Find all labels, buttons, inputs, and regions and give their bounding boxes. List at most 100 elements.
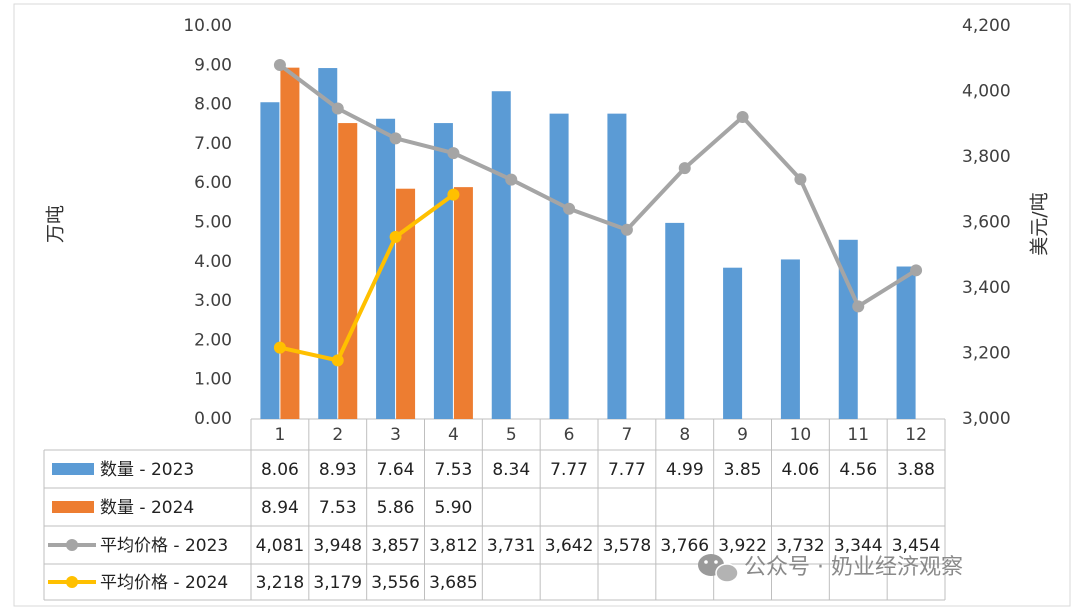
bar-2023 bbox=[433, 123, 453, 420]
point-price-2023 bbox=[505, 173, 518, 186]
point-price-2023 bbox=[620, 223, 633, 236]
line-price-2023 bbox=[277, 62, 919, 309]
table-cell-value: 8.34 bbox=[492, 460, 530, 480]
table-cell-value: 3,857 bbox=[371, 536, 420, 556]
legend-swatch-marker bbox=[66, 576, 78, 588]
point-price-2023 bbox=[447, 147, 460, 160]
y-left-tick-label: 7.00 bbox=[194, 134, 232, 154]
table-cell-value: 4.56 bbox=[839, 460, 877, 480]
point-price-2024 bbox=[331, 354, 344, 367]
table-cell-value: 3,556 bbox=[371, 573, 420, 593]
bar-2023 bbox=[318, 68, 338, 420]
y-right-tick-label: 3,000 bbox=[962, 409, 1011, 429]
table-cell-value: 3,179 bbox=[313, 573, 362, 593]
bar-2024 bbox=[280, 67, 300, 420]
x-axis-categories: 1 2 3 4 5 6 7 8 9 10 11 12 bbox=[275, 425, 927, 445]
point-price-2023 bbox=[678, 162, 691, 175]
point-price-2023 bbox=[331, 102, 344, 115]
legend-swatch bbox=[52, 501, 94, 513]
line-series bbox=[273, 58, 923, 367]
table-cell-value: 8.93 bbox=[319, 460, 357, 480]
x-category-label: 11 bbox=[847, 425, 869, 445]
legend-label: 平均价格 - 2023 bbox=[100, 536, 228, 556]
table-cell-value: 7.53 bbox=[319, 498, 357, 518]
table-cell-value: 3,732 bbox=[776, 536, 825, 556]
table-cell-value: 3,948 bbox=[313, 536, 362, 556]
table-cell-value: 3.85 bbox=[724, 460, 762, 480]
x-category-label: 7 bbox=[622, 425, 633, 445]
point-price-2023 bbox=[852, 300, 865, 313]
wechat-icon bbox=[698, 554, 739, 583]
y-right-tick-label: 4,200 bbox=[962, 16, 1011, 36]
y-right-tick-label: 4,000 bbox=[962, 82, 1011, 102]
y-left-tick-label: 5.00 bbox=[194, 213, 232, 233]
x-category-label: 2 bbox=[332, 425, 343, 445]
bar-2024 bbox=[338, 123, 358, 420]
data-table: 数量 - 2023 8.06 8.93 7.64 7.53 8.34 7.77 7.77 4.9… bbox=[48, 460, 940, 593]
y-left-tick-label: 2.00 bbox=[194, 330, 232, 350]
y-axis-right-title: 美元/吨 bbox=[1029, 192, 1051, 255]
table-cell-value: 3,685 bbox=[429, 573, 478, 593]
table-cell-value: 3,454 bbox=[892, 536, 941, 556]
table-cell-value: 3,642 bbox=[545, 536, 594, 556]
y-right-tick-label: 3,800 bbox=[962, 147, 1011, 167]
y-left-tick-label: 3.00 bbox=[194, 291, 232, 311]
point-price-2023 bbox=[794, 173, 807, 186]
table-cell-value: 7.64 bbox=[377, 460, 415, 480]
table-cell-value: 4,081 bbox=[256, 536, 305, 556]
bar-2023 bbox=[607, 113, 627, 419]
x-category-label: 1 bbox=[275, 425, 286, 445]
legend-swatch bbox=[52, 463, 94, 475]
line-price-2024 bbox=[277, 192, 456, 363]
x-category-label: 8 bbox=[679, 425, 690, 445]
x-category-label: 12 bbox=[905, 425, 927, 445]
point-price-2023 bbox=[563, 202, 576, 215]
table-cell-value: 4.06 bbox=[781, 460, 819, 480]
x-category-label: 5 bbox=[506, 425, 517, 445]
y-left-tick-label: 6.00 bbox=[194, 173, 232, 193]
table-cell-value: 7.77 bbox=[608, 460, 646, 480]
point-price-2024 bbox=[389, 230, 402, 243]
table-cell-value: 5.90 bbox=[434, 498, 472, 518]
legend-label: 数量 - 2023 bbox=[100, 460, 194, 480]
table-cell-value: 3,922 bbox=[718, 536, 767, 556]
bar-2023 bbox=[896, 266, 916, 419]
point-price-2023 bbox=[736, 111, 749, 124]
y-left-tick-label: 1.00 bbox=[194, 370, 232, 390]
y-left-tick-label: 4.00 bbox=[194, 252, 232, 272]
table-cell-value: 3.88 bbox=[897, 460, 935, 480]
bar-2023 bbox=[665, 222, 685, 419]
y-left-tick-label: 10.00 bbox=[183, 16, 232, 36]
point-price-2023 bbox=[389, 132, 402, 145]
legend-swatch-marker bbox=[66, 539, 78, 551]
point-price-2023 bbox=[910, 264, 923, 277]
table-cell-value: 3,578 bbox=[603, 536, 652, 556]
x-category-label: 4 bbox=[448, 425, 459, 445]
table-cell-value: 7.77 bbox=[550, 460, 588, 480]
y-left-tick-label: 8.00 bbox=[194, 95, 232, 115]
table-cell-value: 5.86 bbox=[377, 498, 415, 518]
legend-label: 平均价格 - 2024 bbox=[100, 573, 228, 593]
bar-2023 bbox=[491, 91, 511, 419]
y-left-tick-label: 0.00 bbox=[194, 409, 232, 429]
y-axis-left: 0.00 1.00 2.00 3.00 4.00 5.00 6.00 7.00 8.00 9.00… bbox=[183, 16, 232, 429]
y-left-tick-label: 9.00 bbox=[194, 55, 232, 75]
x-category-label: 3 bbox=[390, 425, 401, 445]
table-cell-value: 8.94 bbox=[261, 498, 299, 518]
x-category-label: 9 bbox=[737, 425, 748, 445]
table-cell-value: 3,812 bbox=[429, 536, 478, 556]
bar-2023 bbox=[376, 118, 396, 420]
chart-frame bbox=[13, 3, 1071, 607]
bar-2023 bbox=[780, 259, 800, 419]
point-price-2023 bbox=[273, 58, 286, 71]
legend-label: 数量 - 2024 bbox=[100, 498, 194, 518]
bar-2023 bbox=[260, 102, 280, 419]
y-right-tick-label: 3,400 bbox=[962, 278, 1011, 298]
table-grid bbox=[43, 418, 946, 601]
watermark-text: 公众号 · 奶业经济观察 bbox=[744, 555, 963, 580]
x-category-label: 10 bbox=[790, 425, 812, 445]
bar-2023 bbox=[723, 267, 743, 419]
table-cell-value: 3,218 bbox=[256, 573, 305, 593]
table-cell-value: 7.53 bbox=[434, 460, 472, 480]
